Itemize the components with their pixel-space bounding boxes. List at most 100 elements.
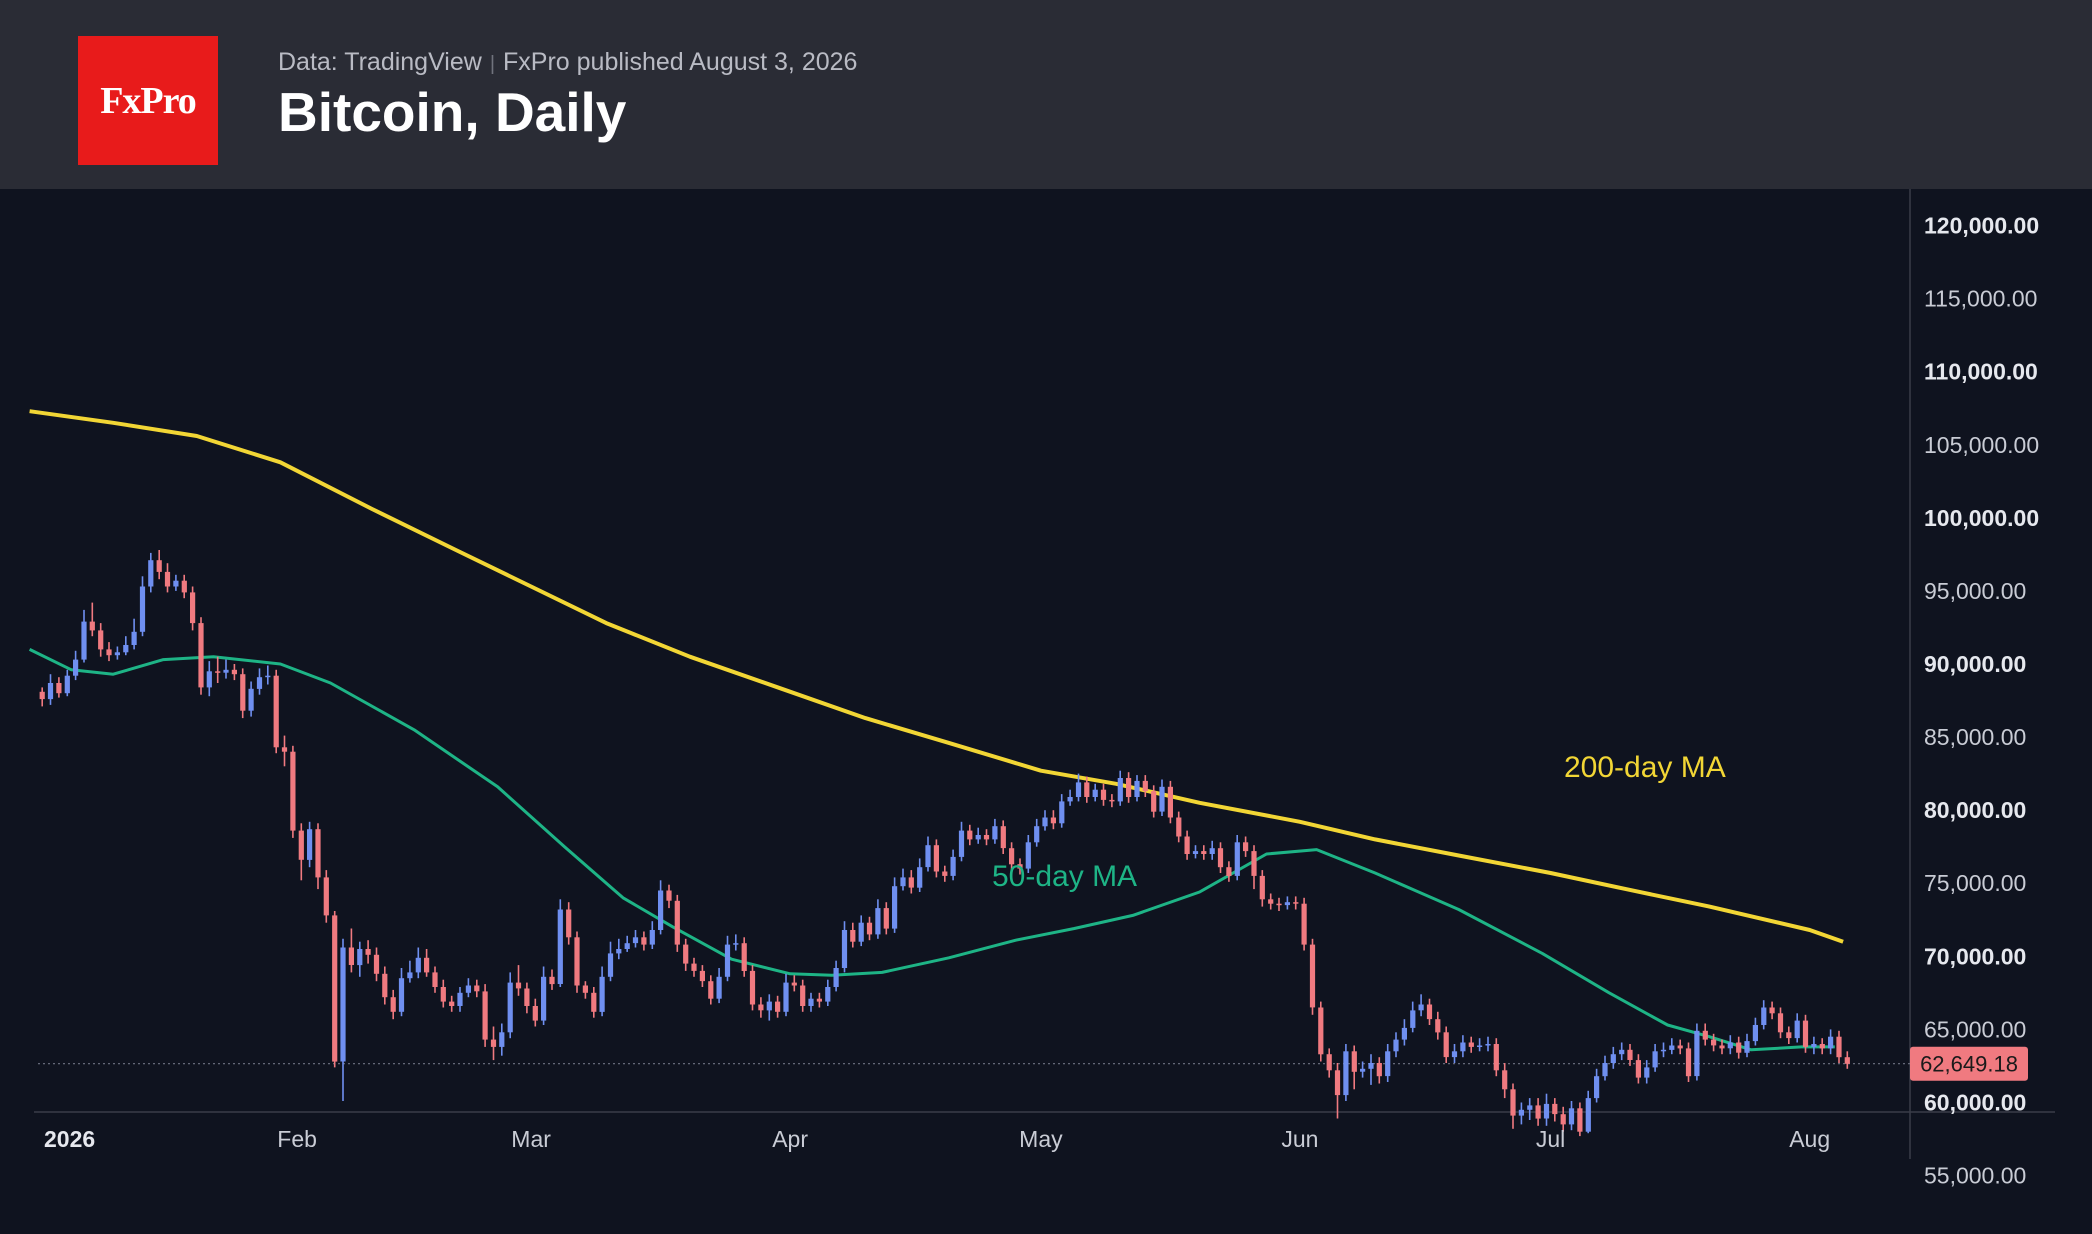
candle	[1092, 783, 1098, 802]
candle-body	[407, 972, 413, 979]
x-tick-label: Aug	[1789, 1126, 1830, 1152]
candle	[1368, 1054, 1374, 1085]
candle	[1343, 1044, 1349, 1101]
candle	[917, 858, 923, 892]
candle	[323, 870, 329, 923]
candle-body	[1309, 944, 1316, 1008]
candle	[307, 821, 313, 868]
candle	[1752, 1017, 1758, 1046]
candle	[1009, 842, 1015, 871]
candle-body	[758, 1004, 764, 1011]
candle	[775, 995, 781, 1018]
candle	[123, 636, 129, 656]
candle	[1443, 1026, 1449, 1063]
candle	[348, 928, 354, 973]
x-tick-label: Feb	[277, 1126, 317, 1152]
candle-body	[398, 978, 405, 1012]
candle-body	[1234, 842, 1240, 876]
candle	[1460, 1035, 1466, 1058]
fxpro-logo: FxPro	[78, 36, 218, 165]
candle-body	[716, 976, 722, 999]
candle-body	[917, 867, 923, 888]
candle	[1510, 1083, 1516, 1129]
candle	[808, 992, 814, 1012]
candle-body	[933, 845, 939, 872]
candle	[1192, 845, 1199, 859]
candle-body	[541, 976, 547, 1021]
candle-body	[1518, 1109, 1524, 1116]
candle	[490, 1026, 497, 1061]
candle-body	[1251, 851, 1257, 876]
candle-body	[1669, 1045, 1675, 1050]
candle	[1811, 1036, 1817, 1055]
candle	[1376, 1057, 1382, 1084]
candle	[841, 921, 848, 973]
candle	[156, 550, 162, 580]
candle	[1711, 1033, 1717, 1052]
candle	[114, 646, 120, 660]
candle-body	[1426, 1004, 1433, 1020]
candle-body	[265, 675, 271, 678]
x-tick-label: May	[1019, 1126, 1063, 1152]
x-tick-label: Mar	[511, 1126, 551, 1152]
candle	[1468, 1036, 1474, 1053]
candle-body	[658, 890, 664, 930]
candle	[658, 880, 664, 935]
candle-body	[841, 930, 848, 968]
candle	[1401, 1019, 1407, 1046]
candle-body	[1109, 799, 1115, 802]
candle	[64, 669, 70, 697]
candle	[758, 997, 764, 1018]
candle	[524, 982, 530, 1014]
candle	[1828, 1029, 1834, 1055]
candle	[206, 661, 212, 697]
candle	[1318, 1001, 1324, 1062]
candle-body	[1176, 817, 1182, 837]
candle	[1602, 1055, 1608, 1081]
candle-body	[390, 997, 396, 1012]
y-tick-label: 55,000.00	[1924, 1163, 2026, 1189]
y-tick-label: 85,000.00	[1924, 724, 2026, 750]
candle	[1360, 1061, 1366, 1078]
candle-body	[749, 970, 756, 1005]
ma50-label: 50-day MA	[992, 860, 1137, 893]
candle	[1769, 1001, 1775, 1020]
candle	[699, 965, 705, 987]
candle	[332, 911, 338, 1068]
candle	[641, 931, 647, 951]
candle	[791, 975, 797, 992]
candle	[816, 992, 822, 1008]
y-tick-label: 70,000.00	[1924, 943, 2026, 969]
candle-body	[1418, 1004, 1424, 1011]
candle	[81, 609, 87, 663]
candle-body	[424, 957, 430, 973]
candle-body	[1819, 1044, 1825, 1049]
candle	[1627, 1044, 1633, 1066]
candle	[674, 894, 680, 952]
candle-body	[524, 988, 530, 1006]
candle	[231, 664, 237, 681]
candle-body	[1034, 826, 1040, 843]
candle	[56, 677, 62, 698]
candle	[1502, 1063, 1508, 1099]
candle-body	[1552, 1103, 1558, 1115]
candle	[1126, 772, 1132, 803]
candle-body	[1468, 1042, 1474, 1047]
candle	[365, 940, 371, 964]
candle-body	[64, 675, 70, 694]
candle	[800, 979, 806, 1012]
candle-body	[1401, 1027, 1407, 1040]
candle	[265, 665, 271, 685]
candle	[1418, 994, 1424, 1017]
candle-body	[641, 937, 647, 945]
candle-body	[507, 982, 513, 1033]
candle	[825, 979, 831, 1006]
candle-body	[866, 922, 873, 935]
candle-body	[708, 981, 714, 999]
y-tick-label: 80,000.00	[1924, 797, 2026, 823]
candle	[716, 968, 722, 1004]
candle-body	[365, 949, 371, 955]
candle	[566, 902, 572, 945]
candle-body	[1794, 1020, 1800, 1039]
candle	[357, 941, 363, 977]
